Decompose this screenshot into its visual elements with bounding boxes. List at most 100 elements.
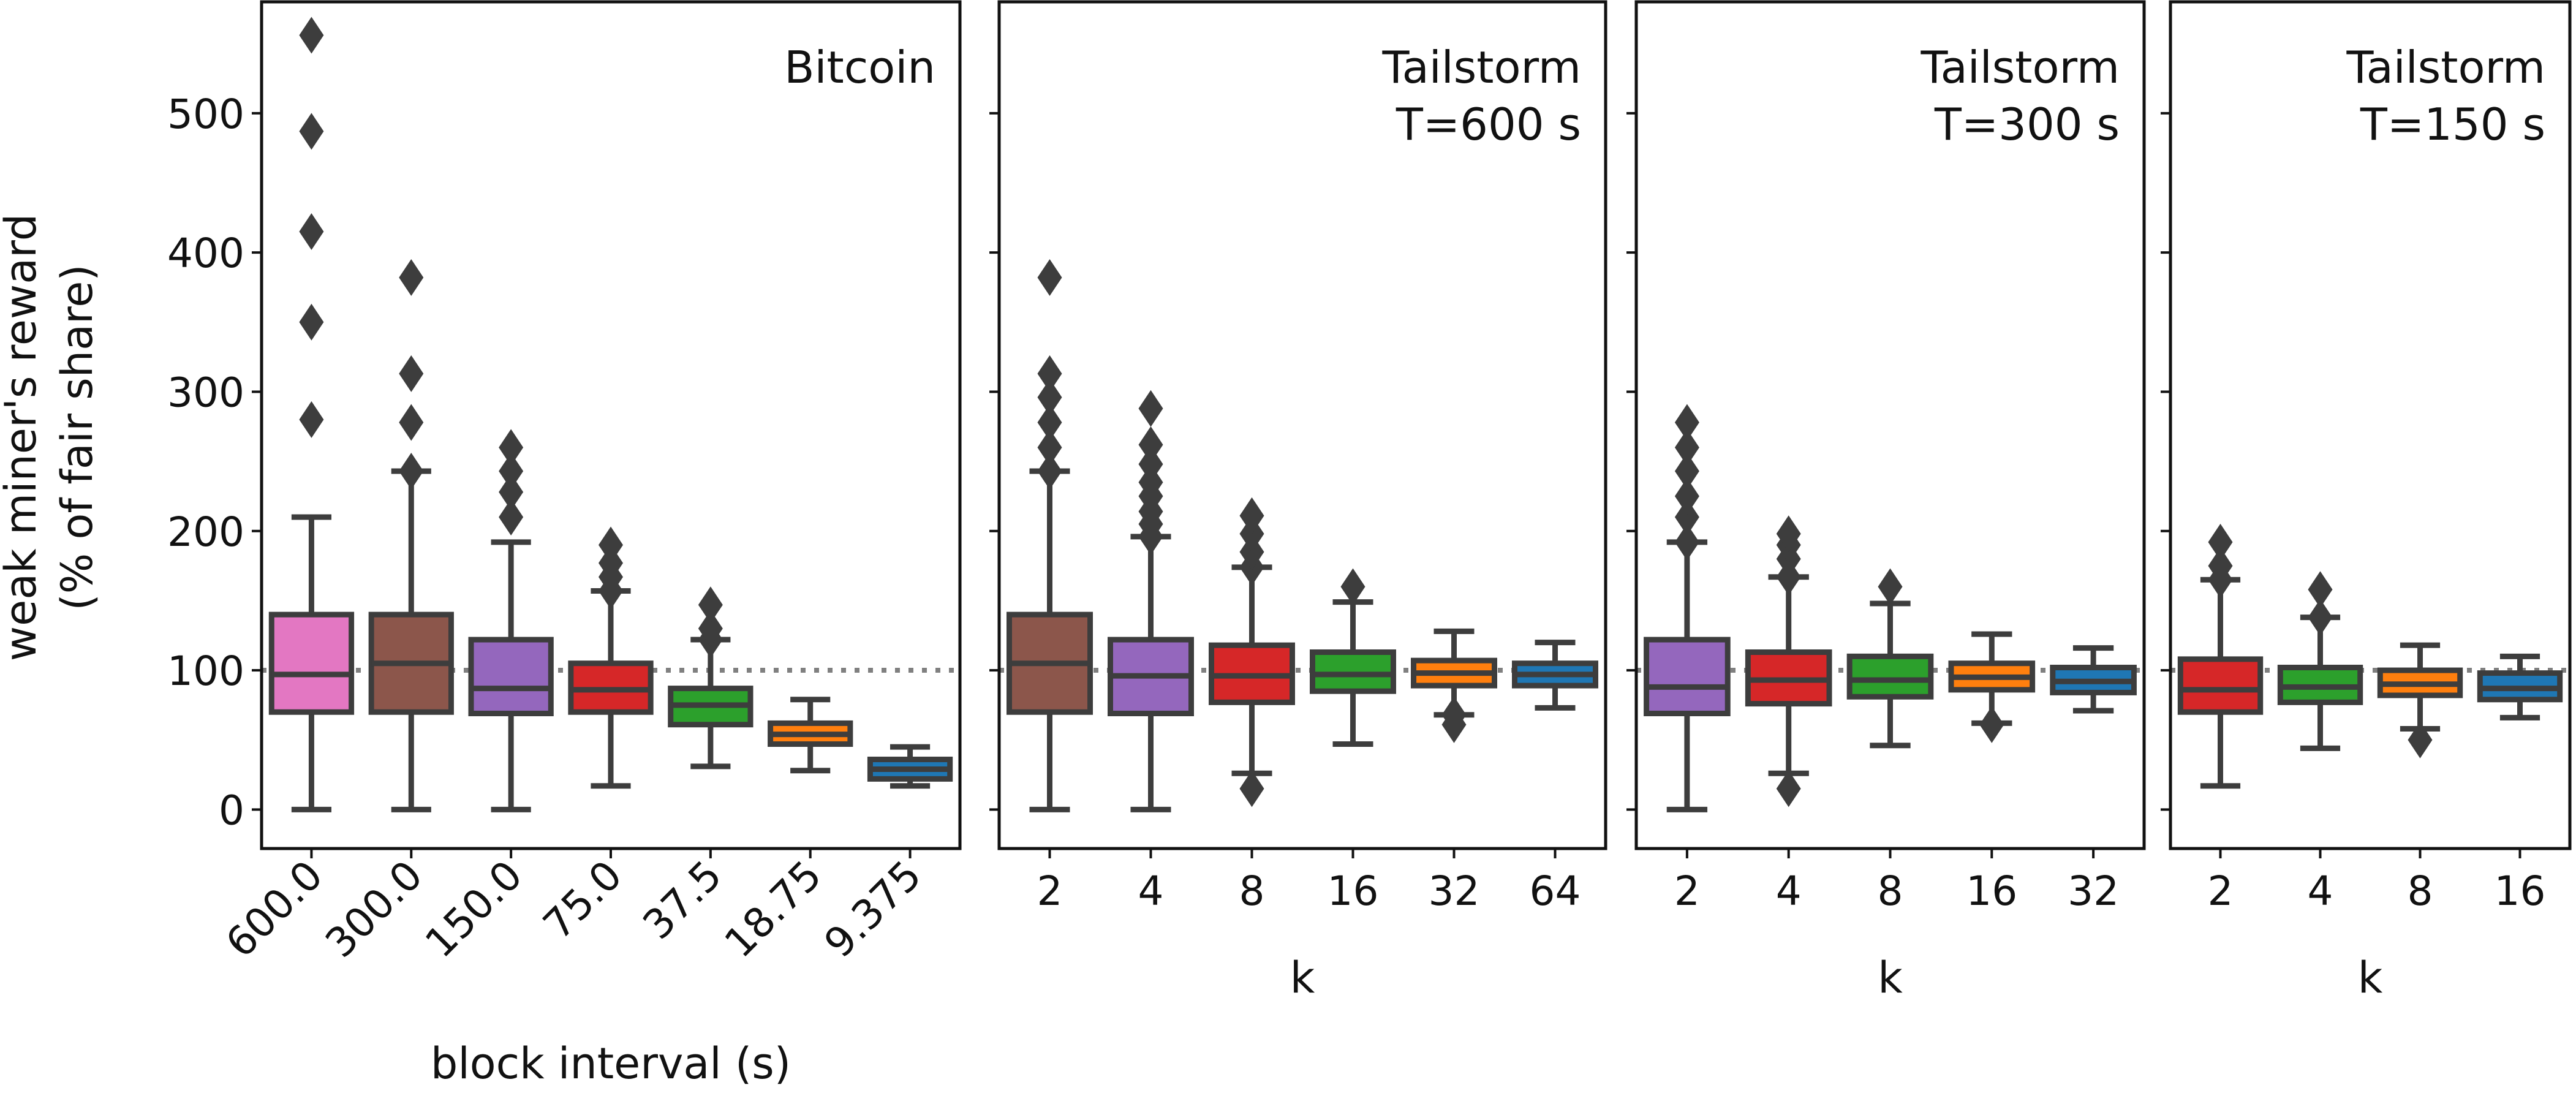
panel-frame	[997, 0, 1607, 850]
x-tick-label: 4	[1138, 868, 1164, 915]
box-600.0	[268, 17, 355, 812]
x-axis-label: k	[1290, 953, 1315, 1003]
outlier-point	[1037, 379, 1062, 416]
x-axis-label: k	[2358, 953, 2383, 1003]
box-8	[2377, 642, 2463, 758]
x-axis-label: k	[1878, 953, 1903, 1003]
x-tick-label: 2	[1674, 868, 1700, 915]
interquartile-box	[468, 637, 554, 717]
y-axis-label-line: (% of fair share)	[52, 264, 102, 610]
y-tick-label: 300	[167, 369, 244, 416]
box-9.375	[867, 744, 953, 789]
y-tick-label: 0	[219, 787, 244, 834]
panel-4: 2 4 8 16 k Tailstorm T=150 s	[2161, 0, 2572, 1003]
x-tick-label: 4	[1776, 868, 1802, 915]
box-4	[2277, 571, 2363, 751]
outlier-point	[299, 213, 324, 251]
outlier-point	[1138, 390, 1163, 427]
outlier-point	[2208, 523, 2233, 561]
box-2	[1007, 259, 1093, 812]
outlier-point	[299, 401, 324, 438]
outlier-point	[399, 259, 424, 297]
outlier-point	[1878, 568, 1903, 605]
outlier-point	[2308, 599, 2333, 636]
interquartile-box	[1644, 637, 1731, 717]
outlier-point	[499, 429, 524, 466]
outlier-point	[299, 17, 324, 54]
outlier-point	[499, 453, 524, 490]
box-16	[2477, 653, 2563, 720]
x-tick-label: 32	[2068, 868, 2119, 915]
outlier-point	[499, 499, 524, 536]
outlier-point	[2208, 547, 2233, 584]
x-axis-label: block interval (s)	[431, 1038, 791, 1089]
y-tick-label: 500	[167, 91, 244, 138]
panel-title: T=150 s	[2360, 99, 2545, 150]
interquartile-box	[268, 611, 355, 715]
box-64	[1512, 640, 1598, 711]
y-axis-label: weak miner's reward (% of fair share)	[0, 214, 102, 661]
interquartile-box	[1310, 649, 1396, 694]
outlier-point	[1037, 453, 1062, 490]
outlier-point	[1674, 523, 1699, 561]
box-18.75	[768, 697, 853, 774]
outlier-point	[299, 303, 324, 341]
x-tick-label: 600.0	[217, 852, 332, 967]
x-tick-label: 32	[1429, 868, 1480, 915]
outlier-point	[299, 113, 324, 150]
outlier-point	[2408, 721, 2433, 758]
box-2	[1644, 404, 1731, 812]
outlier-point	[698, 610, 723, 647]
outlier-point	[399, 453, 424, 490]
outlier-point	[2308, 571, 2333, 608]
x-tick-label: 16	[1966, 868, 2017, 915]
x-tick-label: 2	[2208, 868, 2234, 915]
outlier-point	[1674, 429, 1699, 466]
box-8	[1846, 568, 1934, 749]
panel-title: Tailstorm	[2346, 42, 2545, 93]
box-37.5	[668, 586, 754, 770]
panel-title: Tailstorm	[1921, 42, 2120, 93]
outlier-point	[1239, 770, 1264, 807]
outlier-point	[1037, 429, 1062, 466]
x-tick-label: 9.375	[815, 852, 931, 967]
panel-3: 2 4 8 16 32 k Tailstorm T=300 s	[1626, 0, 2146, 1003]
box-8	[1209, 497, 1295, 807]
outlier-point	[1037, 355, 1062, 392]
x-tick-label: 75.0	[534, 852, 631, 948]
interquartile-box	[2177, 656, 2264, 715]
x-tick-label: 300.0	[317, 852, 432, 967]
outlier-point	[1674, 499, 1699, 536]
outlier-point	[1674, 404, 1699, 441]
outlier-point	[1674, 453, 1699, 490]
x-tick-label: 8	[2408, 868, 2433, 915]
outlier-point	[1979, 706, 2004, 743]
panel-frame	[2169, 0, 2572, 850]
box-75.0	[568, 526, 654, 789]
x-tick-label: 8	[1878, 868, 1903, 915]
panel-title: T=300 s	[1934, 99, 2120, 150]
panel-title: Tailstorm	[1382, 42, 1581, 93]
y-axis-label-line: weak miner's reward	[0, 214, 46, 661]
panel-title: Bitcoin	[784, 42, 935, 93]
outlier-point	[1138, 445, 1163, 483]
outlier-point	[1138, 426, 1163, 463]
box-150.0	[468, 429, 554, 812]
y-tick-label: 100	[167, 648, 244, 695]
outlier-point	[399, 404, 424, 441]
interquartile-box	[1846, 653, 1934, 700]
box-16	[1310, 568, 1396, 747]
outlier-point	[1674, 477, 1699, 515]
panel-title: T=600 s	[1396, 99, 1581, 150]
box-4	[1745, 515, 1832, 807]
x-tick-label: 16	[1328, 868, 1379, 915]
outlier-point	[599, 526, 623, 564]
x-tick-label: 64	[1530, 868, 1581, 915]
x-tick-label: 4	[2308, 868, 2333, 915]
outlier-point	[1037, 259, 1062, 297]
y-tick-label: 400	[167, 230, 244, 277]
x-tick-label: 150.0	[416, 852, 531, 967]
